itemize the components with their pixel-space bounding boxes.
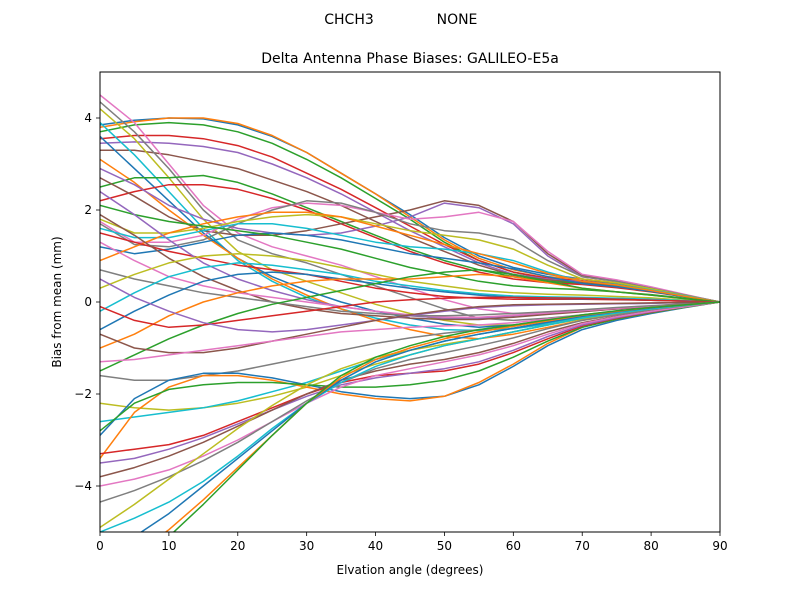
radome-label: NONE <box>437 12 478 28</box>
x-tick-label: 80 <box>643 539 658 553</box>
series-line-s53 <box>172 301 720 532</box>
series-line-s18 <box>100 200 720 303</box>
y-axis: −4 −2 0 2 4 <box>74 111 100 493</box>
series-line-s43 <box>100 301 720 432</box>
x-tick-label: 30 <box>299 539 314 553</box>
series-line-s01 <box>100 117 720 303</box>
y-tick-label: 4 <box>84 111 92 125</box>
x-tick-label: 10 <box>161 539 176 553</box>
series-line-s45 <box>100 301 720 464</box>
plot-background <box>100 72 720 532</box>
x-tick-label: 90 <box>712 539 727 553</box>
series-line-s41 <box>100 301 720 436</box>
y-tick-label: 0 <box>84 295 92 309</box>
series-line-s21 <box>100 232 720 303</box>
series-layer <box>100 94 720 532</box>
chart-title: Delta Antenna Phase Biases: GALILEO-E5a <box>261 51 559 67</box>
series-line-s48 <box>100 301 720 503</box>
x-axis: 0 10 20 30 40 50 60 70 80 90 <box>96 532 728 553</box>
y-tick-label: −2 <box>74 387 92 401</box>
series-line-s47 <box>100 301 720 487</box>
series-line-s29 <box>100 252 720 303</box>
station-label: CHCH3 <box>324 12 374 28</box>
x-tick-label: 50 <box>437 539 452 553</box>
x-tick-label: 40 <box>368 539 383 553</box>
series-line-s06 <box>100 149 720 303</box>
series-line-s19 <box>100 213 720 303</box>
series-line-s17 <box>100 202 720 303</box>
series-line-s50 <box>100 301 720 532</box>
x-tick-label: 0 <box>96 539 104 553</box>
x-tick-label: 60 <box>506 539 521 553</box>
series-line-s36 <box>100 301 720 354</box>
y-tick-label: 2 <box>84 203 92 217</box>
y-tick-label: −4 <box>74 479 92 493</box>
x-tick-label: 70 <box>575 539 590 553</box>
x-tick-label: 20 <box>230 539 245 553</box>
y-axis-label: Bias from mean (mm) <box>50 236 64 367</box>
series-line-s14 <box>100 183 720 303</box>
x-axis-label: Elvation angle (degrees) <box>337 563 484 577</box>
series-line-s30 <box>100 262 720 312</box>
series-line-s34 <box>100 296 720 329</box>
series-line-s22 <box>100 211 720 303</box>
